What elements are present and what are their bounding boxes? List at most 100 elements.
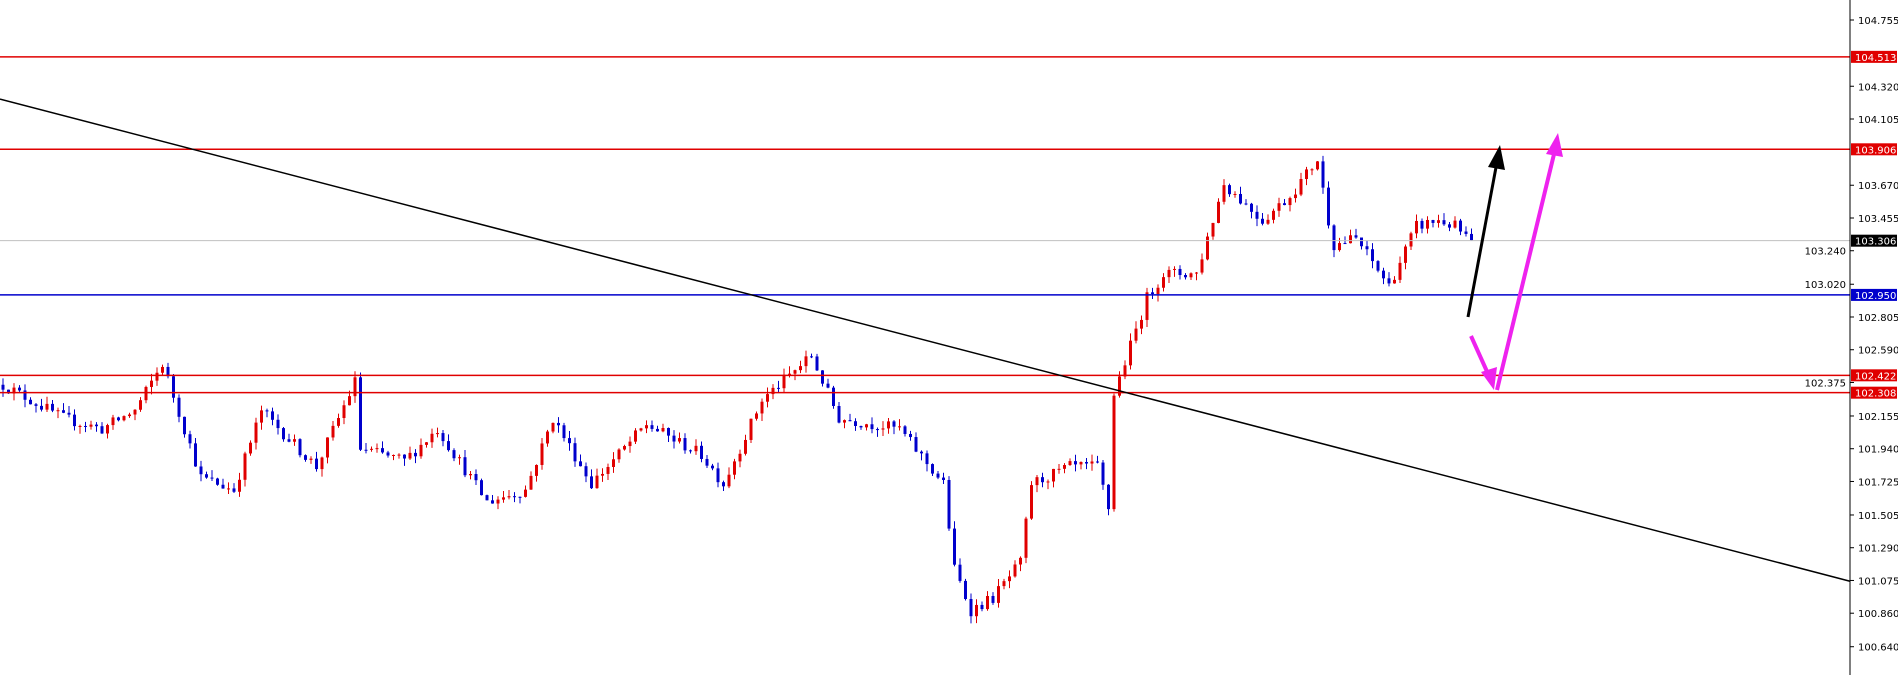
- candle-body: [914, 437, 918, 452]
- y-tick-label: 102.805: [1858, 313, 1898, 324]
- candle: [172, 373, 175, 403]
- candle-body: [188, 434, 192, 444]
- candle: [524, 485, 527, 498]
- candle-body: [128, 414, 131, 417]
- candle-body: [320, 457, 324, 470]
- candle: [139, 397, 142, 412]
- candle: [194, 438, 197, 467]
- candle: [887, 417, 890, 434]
- candle: [1448, 222, 1451, 232]
- candle-body: [645, 425, 648, 429]
- candle-body: [1272, 210, 1275, 220]
- candle-body: [683, 438, 687, 451]
- candle: [1393, 276, 1396, 284]
- candle: [650, 420, 654, 432]
- candle: [1189, 272, 1193, 281]
- candle-body: [326, 437, 329, 458]
- y-tick-label: 103.240: [1805, 247, 1846, 258]
- candle-body: [386, 452, 390, 456]
- candle-body: [1228, 185, 1231, 195]
- candle-body: [298, 439, 302, 456]
- candle-body: [1354, 235, 1358, 238]
- candle-body: [243, 453, 247, 480]
- candle: [760, 398, 764, 421]
- candle-body: [832, 387, 835, 406]
- candle: [210, 470, 214, 482]
- candle-body: [381, 448, 384, 453]
- candle-body: [799, 366, 802, 371]
- candle-body: [1107, 484, 1110, 510]
- candle-body: [1349, 235, 1352, 244]
- candle-body: [859, 426, 863, 428]
- candle: [683, 433, 687, 454]
- candle-body: [1195, 272, 1198, 274]
- candle: [1261, 212, 1264, 226]
- candle-body: [623, 446, 626, 450]
- candle: [106, 423, 109, 439]
- candle: [1255, 205, 1259, 227]
- magenta-arrow: [1469, 133, 1563, 391]
- candle-body: [986, 595, 989, 610]
- candle-body: [1156, 287, 1160, 295]
- candle-body: [1437, 220, 1440, 223]
- candle: [232, 483, 236, 493]
- candle-body: [1261, 218, 1264, 224]
- candle-body: [892, 421, 896, 427]
- candle-body: [1118, 376, 1121, 396]
- candle: [931, 463, 934, 476]
- candle-body: [117, 417, 120, 421]
- candle: [1305, 166, 1308, 186]
- candle: [1068, 458, 1072, 466]
- candle: [1134, 321, 1138, 344]
- candle: [1096, 455, 1099, 464]
- candle: [1129, 333, 1132, 370]
- candle-body: [1167, 269, 1171, 278]
- candle-body: [392, 454, 395, 456]
- candle-body: [639, 428, 643, 431]
- candle: [579, 454, 582, 467]
- candle-body: [584, 466, 588, 477]
- candle: [1228, 183, 1231, 197]
- candle-body: [51, 403, 54, 411]
- candle: [408, 446, 412, 461]
- candle: [331, 420, 335, 441]
- candle: [425, 441, 428, 448]
- candle: [474, 469, 478, 485]
- candle-body: [403, 454, 406, 459]
- candle: [623, 444, 626, 451]
- candle-body: [1360, 237, 1363, 247]
- candle: [1431, 219, 1435, 228]
- candle-body: [23, 390, 27, 400]
- candle: [958, 558, 962, 583]
- candle: [392, 454, 395, 461]
- candle-body: [1459, 220, 1462, 232]
- candle-body: [711, 465, 714, 469]
- candle: [771, 384, 775, 400]
- candle: [1266, 214, 1270, 225]
- candle-body: [1294, 194, 1297, 199]
- candle-body: [628, 441, 632, 447]
- candle-body: [568, 438, 571, 444]
- candle-body: [980, 604, 984, 610]
- candle-body: [276, 419, 280, 429]
- candle-body: [925, 453, 929, 465]
- candle: [711, 463, 714, 471]
- candle: [463, 449, 467, 478]
- candle-body: [375, 448, 379, 450]
- candle: [821, 370, 824, 387]
- candle: [645, 420, 648, 434]
- candle-body: [1013, 564, 1017, 577]
- candle-body: [1409, 233, 1413, 247]
- candle-body: [722, 482, 725, 487]
- candle-body: [579, 461, 582, 467]
- candle-body: [1101, 462, 1105, 485]
- candle-body: [848, 420, 852, 422]
- candle-body: [1277, 203, 1281, 211]
- candle-body: [678, 438, 681, 442]
- candle-body: [1063, 465, 1066, 469]
- candle-body: [216, 478, 219, 485]
- candle-body: [793, 370, 797, 374]
- candle-body: [551, 422, 555, 432]
- candle-body: [84, 425, 87, 427]
- candle-body: [1046, 481, 1050, 483]
